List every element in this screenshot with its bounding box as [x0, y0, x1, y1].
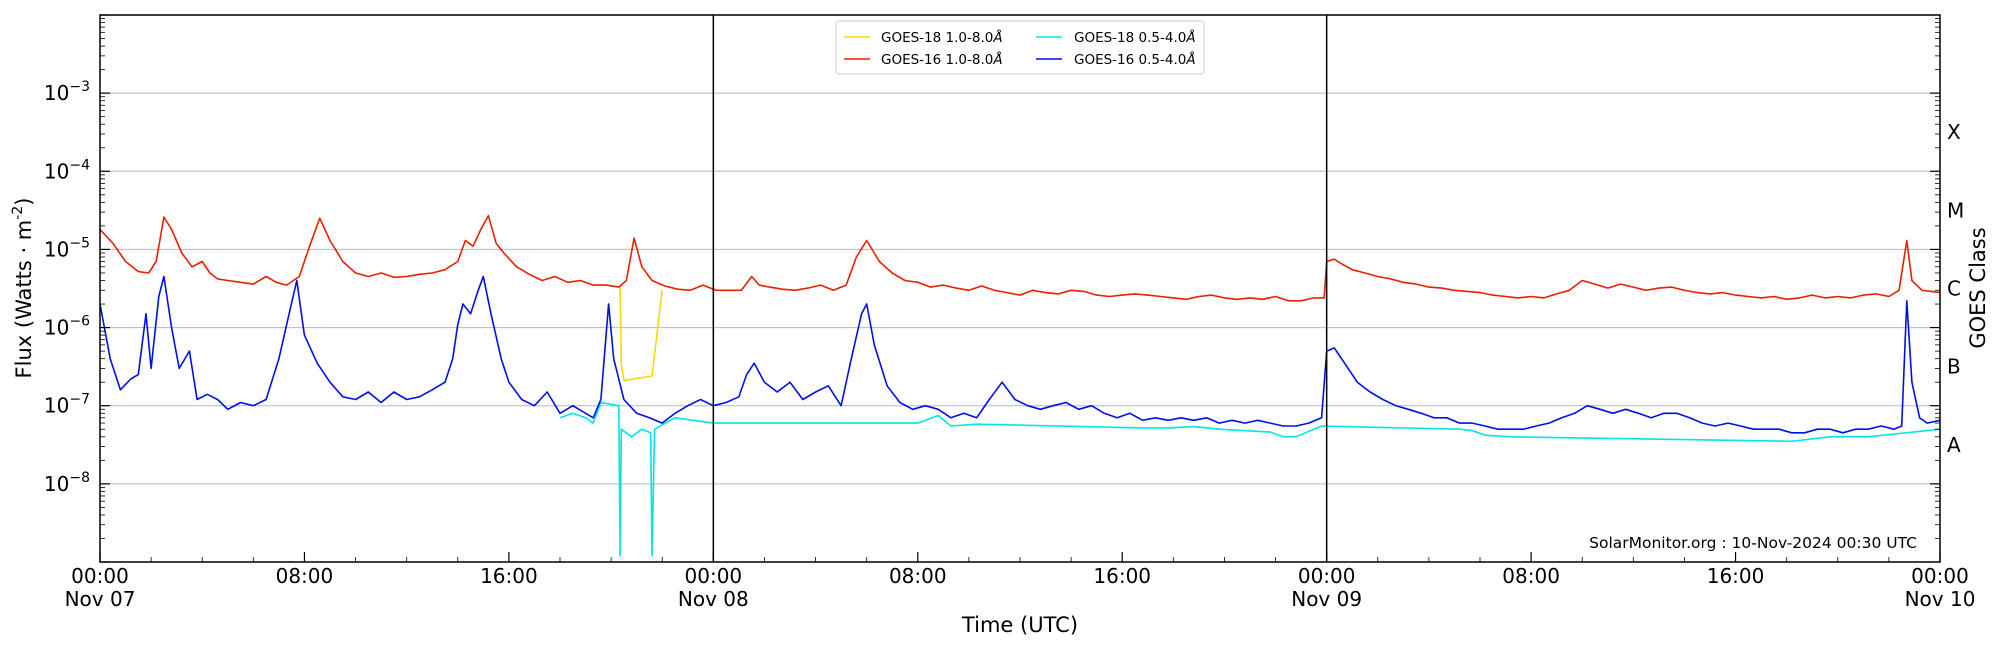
- x-tick-label-time: 00:00: [1911, 564, 1969, 588]
- x-tick-label-time: 16:00: [1093, 564, 1151, 588]
- x-tick-label-time: 16:00: [1707, 564, 1765, 588]
- goes-class-label-c: C: [1947, 277, 1961, 301]
- axis-ticks: [99, 14, 1941, 563]
- x-tick-label-date: Nov 07: [65, 587, 136, 611]
- credit-text: SolarMonitor.org : 10-Nov-2024 00:30 UTC: [1589, 534, 1917, 552]
- x-tick-label-time: 16:00: [480, 564, 538, 588]
- y-tick-label: 10−6: [44, 314, 90, 340]
- goes-class-label-a: A: [1947, 433, 1961, 457]
- goes-class-label-x: X: [1947, 120, 1961, 144]
- y-tick-labels: 10−8 10−7 10−6 10−5 10−4 10−3: [44, 79, 90, 496]
- legend-box: [835, 20, 1205, 75]
- y-tick-label: 10−5: [44, 235, 90, 261]
- legend-label-goes18-short: GOES-18 0.5-4.0Å: [1074, 29, 1196, 46]
- day-boundary-lines: [712, 15, 1328, 562]
- x-tick-label-date: Nov 09: [1291, 587, 1362, 611]
- x-tick-label-time: 08:00: [276, 564, 334, 588]
- goes-class-label-m: M: [1947, 198, 1964, 222]
- series-line-goes-16-0-5-4-0: [99, 275, 1941, 434]
- legend-label-goes16-long: GOES-16 1.0-8.0Å: [881, 51, 1003, 68]
- legend-label-goes18-long: GOES-18 1.0-8.0Å: [881, 29, 1003, 46]
- x-axis-title: Time (UTC): [961, 613, 1078, 637]
- x-tick-label-time: 00:00: [1298, 564, 1356, 588]
- y-tick-label: 10−4: [44, 157, 90, 183]
- series-line-goes-18-0-5-4-0: [559, 401, 1941, 557]
- right-axis-title: GOES Class: [1966, 227, 1990, 348]
- goes-class-labels: A B C M X: [1947, 120, 1964, 457]
- series-line-goes-16-1-0-8-0: [99, 214, 1941, 302]
- x-tick-label-time: 00:00: [71, 564, 129, 588]
- y-axis-title: Flux (Watts · m-2): [10, 198, 36, 379]
- series-line-goes-18-1-0-8-0: [618, 285, 663, 382]
- legend-label-goes16-short: GOES-16 0.5-4.0Å: [1074, 51, 1196, 68]
- x-tick-label-time: 08:00: [889, 564, 947, 588]
- series-layer: [99, 214, 1941, 557]
- x-tick-label-date: Nov 08: [678, 587, 749, 611]
- x-tick-label-time: 08:00: [1502, 564, 1560, 588]
- y-tick-label: 10−8: [44, 470, 90, 496]
- x-tick-label-date: Nov 10: [1905, 587, 1976, 611]
- y-tick-label: 10−7: [44, 392, 90, 418]
- y-tick-label: 10−3: [44, 79, 90, 105]
- legend: GOES-18 1.0-8.0Å GOES-18 0.5-4.0Å GOES-1…: [835, 20, 1205, 75]
- goes-class-label-b: B: [1947, 355, 1961, 379]
- x-tick-label-time: 00:00: [685, 564, 743, 588]
- grid-lines: [100, 92, 1940, 485]
